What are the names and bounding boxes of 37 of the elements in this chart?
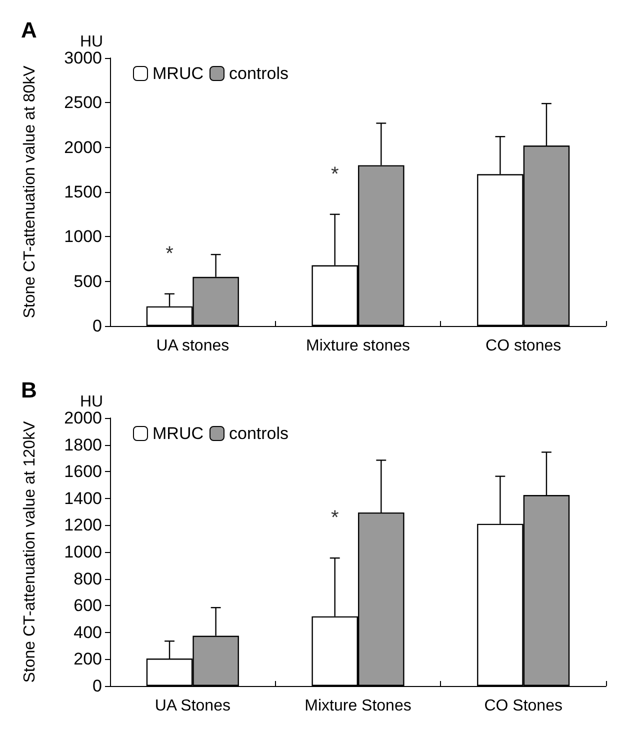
legend-label: MRUC xyxy=(152,424,204,443)
x-tick-label: UA Stones xyxy=(154,698,230,714)
y-tick-label: 1000 xyxy=(64,542,102,562)
legend-label: controls xyxy=(228,424,289,443)
y-tick-label: 2000 xyxy=(64,408,102,428)
y-axis-title: Stone CT-attenuation value at 80kV xyxy=(22,65,38,318)
y-tick-label: 2000 xyxy=(64,138,102,157)
annotation: * xyxy=(330,163,339,186)
y-tick-label: 200 xyxy=(74,650,102,669)
annotation: * xyxy=(330,507,339,530)
x-tick-label: Mixture stones xyxy=(306,338,410,354)
text: HU xyxy=(80,394,104,410)
y-tick-label: 2500 xyxy=(64,93,102,112)
x-tick-label: UA stones xyxy=(156,338,230,354)
y-tick-label: 400 xyxy=(74,622,102,642)
y-tick-label: 1200 xyxy=(64,516,102,535)
y-tick-label: 1600 xyxy=(64,462,102,482)
x-tick-label: Mixture Stones xyxy=(304,698,412,714)
y-tick-label: 1800 xyxy=(64,435,102,454)
y-tick-label: 1500 xyxy=(64,182,102,202)
chart-title: B xyxy=(21,378,37,402)
y-tick-label: 800 xyxy=(74,569,102,588)
text: HU xyxy=(80,34,104,50)
x-tick-label: CO stones xyxy=(486,338,562,354)
legend-label: controls xyxy=(228,64,289,83)
y-axis-title: Stone CT-attenuation value at 120kV xyxy=(22,420,38,683)
annotation: * xyxy=(166,242,174,265)
y-tick-label: 0 xyxy=(92,676,102,696)
chart-title: A xyxy=(21,18,37,42)
y-tick-label: 3000 xyxy=(64,48,102,68)
legend-label: MRUC xyxy=(152,64,204,83)
y-tick-label: 1400 xyxy=(64,488,102,508)
y-tick-label: 600 xyxy=(74,596,102,616)
x-tick-label: CO Stones xyxy=(484,698,562,714)
y-tick-label: 1000 xyxy=(64,227,102,246)
y-tick-label: 500 xyxy=(74,272,102,291)
y-tick-label: 0 xyxy=(92,316,102,336)
